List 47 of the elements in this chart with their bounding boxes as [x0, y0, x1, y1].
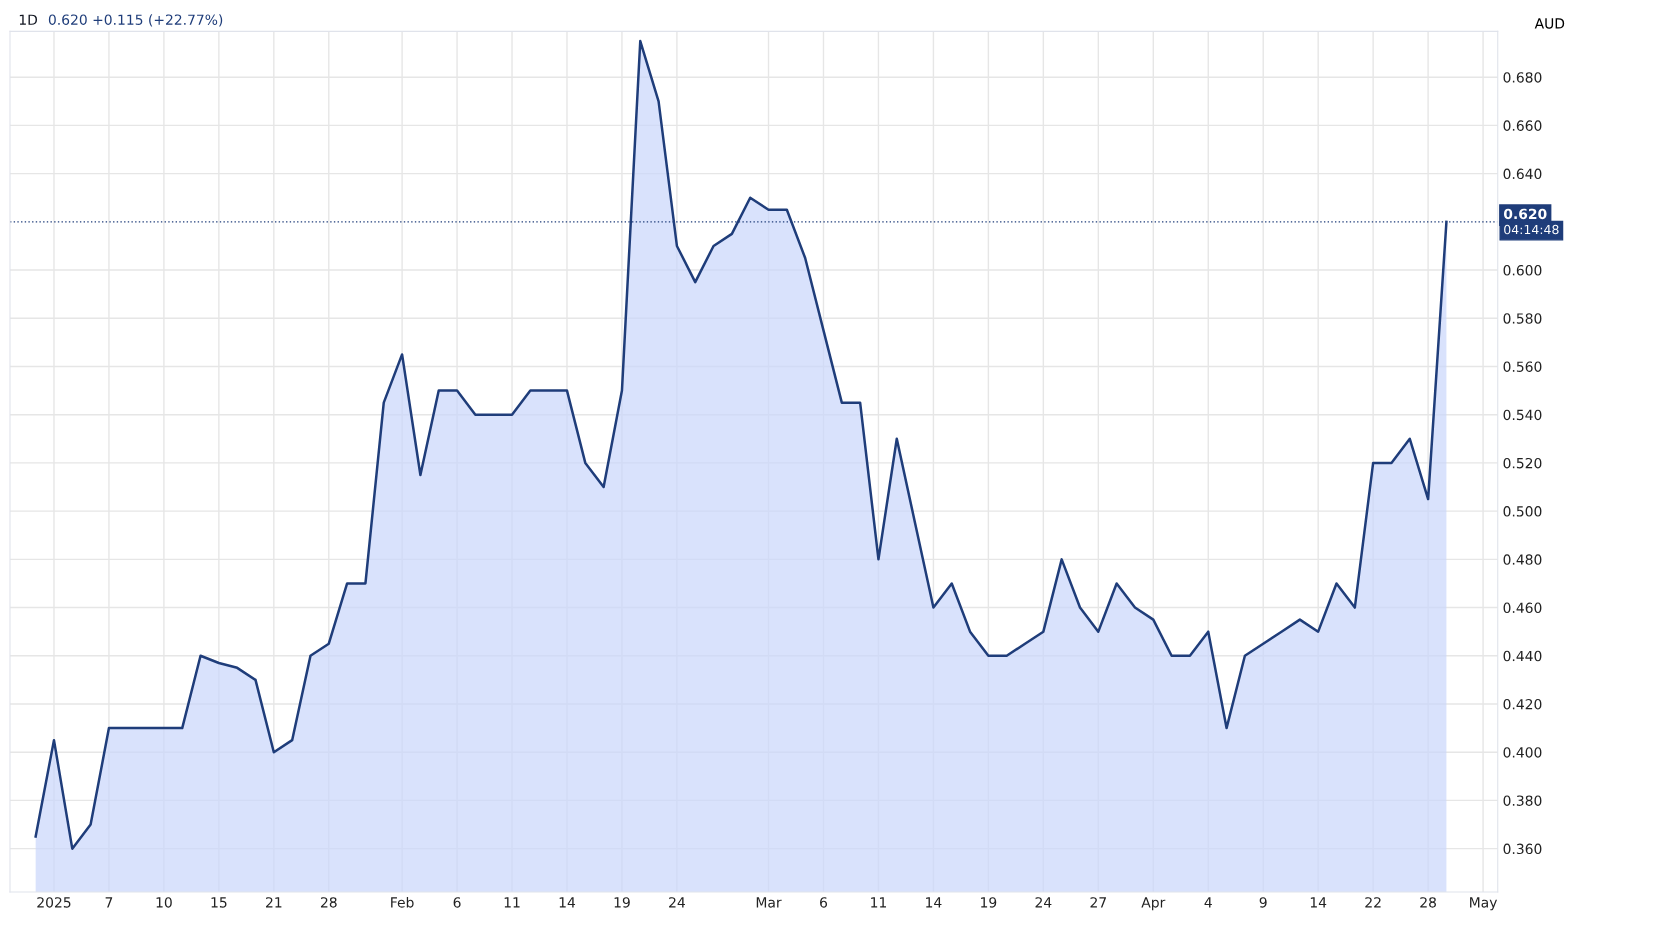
y-tick-label: 0.680 [1503, 72, 1542, 83]
x-tick-label: 14 [926, 897, 942, 908]
x-tick-label: 2025 [37, 897, 71, 908]
y-tick-label: 0.560 [1503, 361, 1542, 372]
y-axis-title: AUD [1534, 18, 1565, 29]
chart-title: 1D [19, 14, 38, 25]
x-tick-label: Apr [1141, 897, 1166, 911]
y-tick-label: 0.480 [1503, 554, 1542, 565]
x-tick-label: 14 [559, 897, 576, 908]
y-tick-label: 0.540 [1503, 409, 1542, 421]
x-tick-label: 19 [614, 897, 630, 908]
x-tick-label: May [1470, 897, 1498, 911]
x-tick-label: Mar [756, 897, 782, 908]
x-tick-label: 14 [1310, 897, 1327, 908]
x-tick-label: 24 [1035, 897, 1052, 908]
y-tick-label: 0.460 [1503, 602, 1542, 614]
x-tick-label: 22 [1365, 897, 1381, 908]
y-tick-label: 0.500 [1503, 506, 1542, 517]
y-tick-label: 0.580 [1503, 313, 1542, 324]
x-tick-label: 10 [156, 897, 172, 908]
x-tick-label: 4 [1204, 897, 1212, 908]
y-tick-label: 0.600 [1503, 265, 1542, 276]
y-tick-label: 0.640 [1503, 168, 1542, 180]
y-tick-label: 0.420 [1503, 698, 1542, 710]
x-tick-label: 28 [1420, 897, 1436, 908]
x-tick-label: 9 [1259, 897, 1267, 908]
text: 04:14:48 [1504, 224, 1559, 235]
x-tick-label: 6 [453, 897, 461, 908]
y-tick-label: 0.660 [1503, 120, 1542, 131]
y-tick-label: 0.380 [1503, 795, 1542, 806]
y-tick-label: 0.400 [1503, 747, 1542, 758]
x-tick-label: 15 [211, 897, 227, 908]
y-tick-label: 0.520 [1503, 457, 1542, 469]
x-tick-label: 6 [820, 897, 828, 908]
ref-line-label: 0.620 [1503, 208, 1547, 220]
chart-subtitle: 0.620 +0.115 (+22.77%) [48, 14, 223, 27]
x-tick-label: 21 [266, 897, 282, 908]
x-tick-label: 19 [981, 897, 997, 908]
x-tick-label: 7 [105, 897, 113, 908]
y-tick-label: 0.360 [1503, 843, 1542, 855]
y-tick-label: 0.440 [1503, 650, 1542, 662]
x-tick-label: 24 [669, 897, 685, 908]
x-tick-label: 11 [504, 897, 520, 908]
x-tick-label: 11 [871, 897, 887, 908]
x-tick-label: 28 [320, 897, 337, 908]
x-tick-label: Feb [391, 896, 414, 908]
x-tick-label: 27 [1090, 897, 1106, 908]
